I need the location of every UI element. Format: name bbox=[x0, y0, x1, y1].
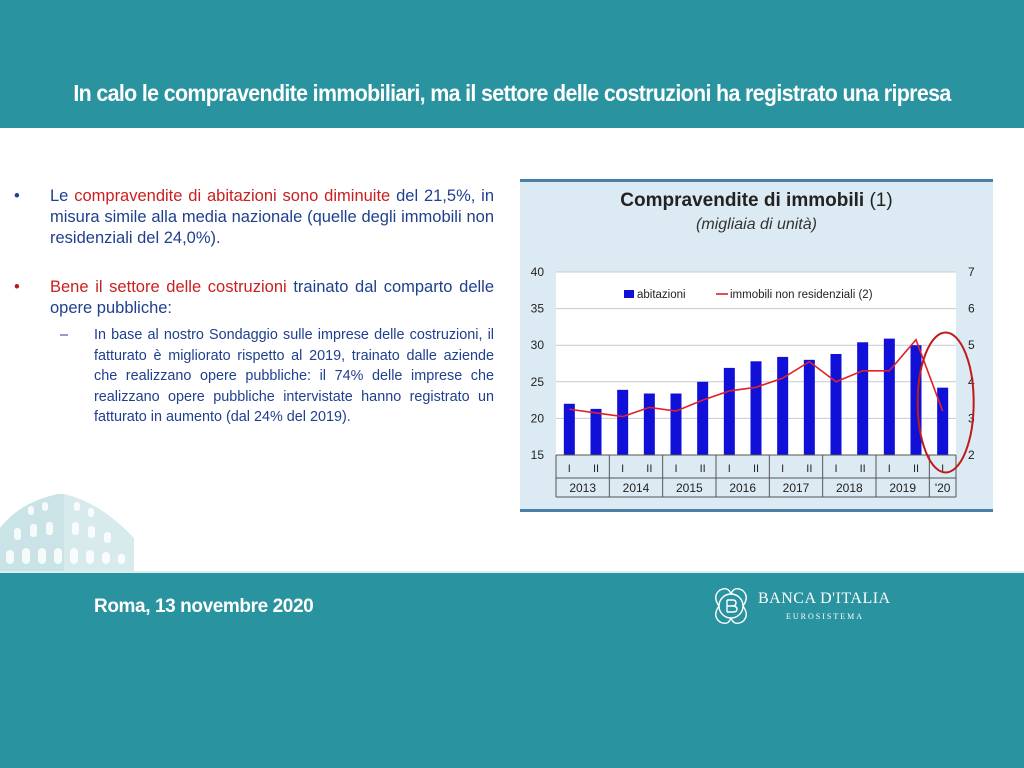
footer-band bbox=[0, 573, 1024, 768]
bar bbox=[857, 342, 869, 455]
bar bbox=[750, 361, 762, 455]
year-label: 2014 bbox=[623, 481, 650, 495]
bar bbox=[697, 381, 709, 455]
y-right-tick-label: 3 bbox=[968, 411, 975, 425]
bullet-item-costruzioni: • Bene il settore delle costruzioni trai… bbox=[14, 277, 494, 319]
bar bbox=[670, 393, 682, 455]
banca-italia-logo: BANCA D'ITALIA EUROSISTEMA bbox=[710, 582, 900, 630]
y-right-tick-label: 5 bbox=[968, 338, 975, 352]
colosseum-illustration bbox=[0, 494, 134, 574]
bullet-text-post: del 21,5%, in misura simile alla media n… bbox=[50, 187, 495, 247]
y-left-tick-label: 25 bbox=[531, 375, 545, 389]
bullet-marker: • bbox=[14, 187, 20, 205]
chart-panel: Compravendite di immobili (1) (migliaia … bbox=[520, 179, 993, 512]
y-left-tick-label: 35 bbox=[531, 302, 545, 316]
legend-swatch-bars bbox=[624, 290, 634, 298]
sub-bullet-text: In base al nostro Sondaggio sulle impres… bbox=[94, 327, 494, 425]
y-right-tick-label: 2 bbox=[968, 448, 975, 462]
year-label: 2018 bbox=[836, 481, 863, 495]
header-band bbox=[0, 0, 1024, 128]
bar bbox=[643, 393, 655, 455]
x-tick-label: II bbox=[593, 463, 599, 475]
x-tick-label: I bbox=[728, 463, 731, 475]
y-left-tick-label: 40 bbox=[531, 265, 545, 279]
x-tick-label: II bbox=[646, 463, 652, 475]
bullet-text-highlight: Bene il settore delle costruzioni bbox=[50, 278, 287, 296]
bullet-text-highlight: compravendite di abitazioni sono diminui… bbox=[74, 187, 391, 205]
y-left-tick-label: 20 bbox=[531, 411, 545, 425]
bar bbox=[910, 345, 922, 455]
bar bbox=[777, 356, 789, 455]
bullet-text-pre: Le bbox=[50, 187, 75, 205]
x-tick-label: I bbox=[834, 463, 837, 475]
chart-title-text: Compravendite di immobili bbox=[620, 190, 865, 211]
highlight-circle bbox=[916, 331, 975, 474]
sub-bullet-marker: – bbox=[60, 327, 69, 343]
line-series bbox=[569, 338, 944, 418]
y-left-tick-label: 15 bbox=[531, 448, 545, 462]
bar bbox=[723, 367, 735, 455]
footer-divider bbox=[0, 571, 1024, 574]
bar bbox=[617, 389, 629, 455]
year-label: 2016 bbox=[729, 481, 756, 495]
x-tick-label: I bbox=[781, 463, 784, 475]
x-tick-label: II bbox=[913, 463, 919, 475]
x-tick-label: II bbox=[806, 463, 812, 475]
year-label: '20 bbox=[935, 481, 951, 495]
bullet-text-post: trainato dal comparto delle opere pubbli… bbox=[50, 278, 494, 317]
bullet-marker: • bbox=[14, 278, 20, 296]
legend-label: abitazioni bbox=[637, 289, 686, 301]
year-label: 2015 bbox=[676, 481, 703, 495]
footer-date: Roma, 13 novembre 2020 bbox=[94, 596, 314, 617]
bullet-list: • Le compravendite di abitazioni sono di… bbox=[14, 186, 494, 428]
year-label: 2013 bbox=[569, 481, 596, 495]
y-left-tick-label: 30 bbox=[531, 338, 545, 352]
year-label: 2019 bbox=[889, 481, 916, 495]
x-tick-label: I bbox=[621, 463, 624, 475]
y-right-tick-label: 7 bbox=[968, 265, 975, 279]
x-tick-label: II bbox=[753, 463, 759, 475]
banca-italia-emblem-icon bbox=[715, 587, 747, 625]
bar bbox=[830, 353, 842, 455]
chart-title-note: (1) bbox=[869, 190, 893, 211]
sub-bullet-sondaggio: – In base al nostro Sondaggio sulle impr… bbox=[60, 325, 494, 428]
year-label: 2017 bbox=[783, 481, 810, 495]
logo-name: BANCA D'ITALIA bbox=[758, 590, 891, 607]
x-tick-label: I bbox=[674, 463, 677, 475]
chart-title: Compravendite di immobili (1) bbox=[520, 190, 993, 212]
y-right-tick-label: 6 bbox=[968, 302, 975, 316]
chart-subtitle: (migliaia di unità) bbox=[696, 216, 817, 233]
bar bbox=[563, 403, 575, 455]
bullet-item-compravendite: • Le compravendite di abitazioni sono di… bbox=[14, 186, 494, 249]
bar bbox=[937, 387, 949, 455]
x-tick-label: II bbox=[860, 463, 866, 475]
bar bbox=[803, 359, 815, 455]
bar bbox=[590, 408, 602, 455]
legend-label: immobili non residenziali (2) bbox=[730, 289, 873, 301]
bar bbox=[883, 338, 895, 455]
page-title: In calo le compravendite immobiliari, ma… bbox=[73, 80, 951, 106]
x-tick-label: I bbox=[941, 463, 944, 475]
x-tick-label: I bbox=[568, 463, 571, 475]
logo-subtitle: EUROSISTEMA bbox=[786, 612, 865, 621]
x-tick-label: II bbox=[700, 463, 706, 475]
x-tick-label: I bbox=[888, 463, 891, 475]
